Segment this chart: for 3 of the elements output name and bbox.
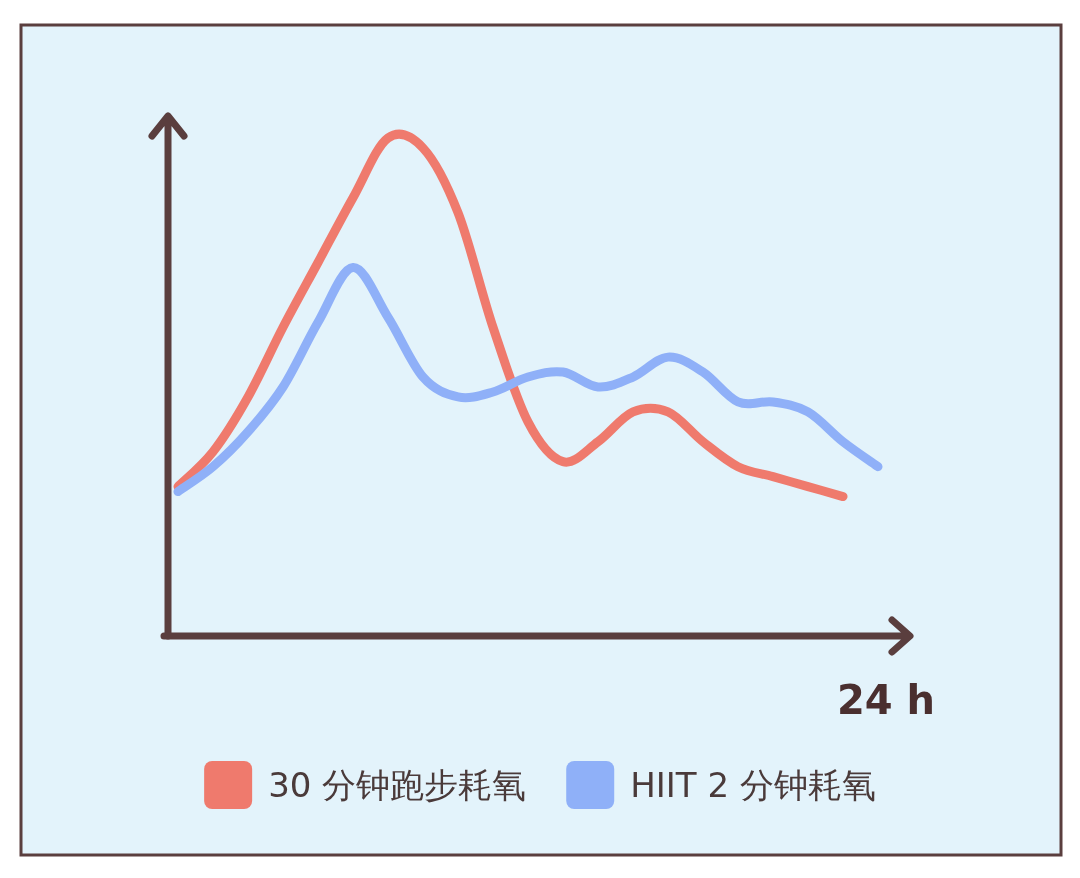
legend-label: HIIT 2 分钟耗氧	[630, 765, 876, 805]
legend-label: 30 分钟跑步耗氧	[268, 765, 527, 805]
x-axis-title: 24 h	[836, 677, 935, 723]
